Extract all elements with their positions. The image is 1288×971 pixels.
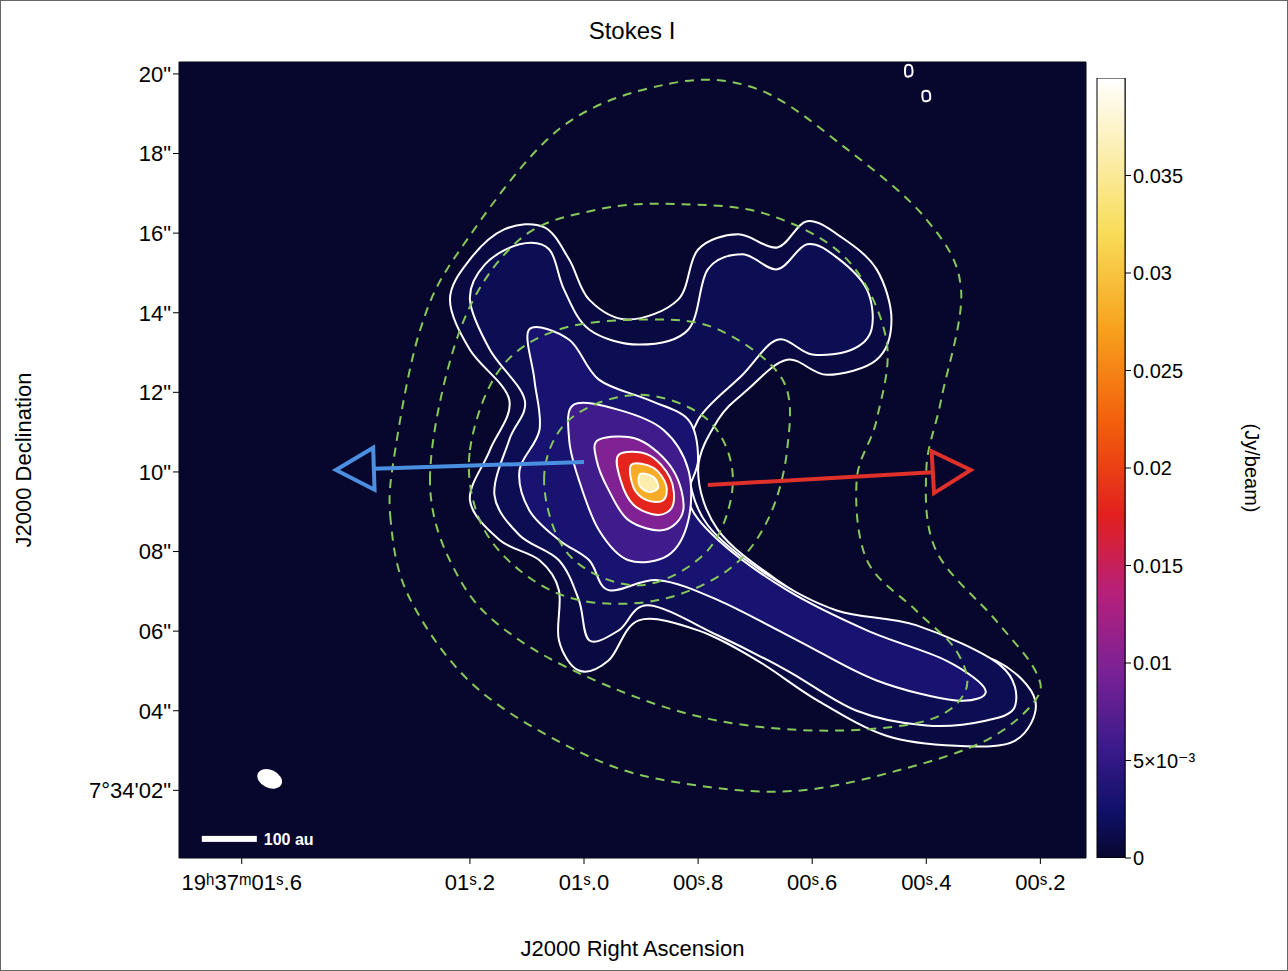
svg-text:00ˢ.4: 00ˢ.4 <box>901 870 951 895</box>
svg-text:04": 04" <box>139 699 171 724</box>
svg-text:18": 18" <box>139 141 171 166</box>
svg-text:16": 16" <box>139 221 171 246</box>
svg-text:12": 12" <box>139 380 171 405</box>
svg-text:0.015: 0.015 <box>1133 555 1183 577</box>
svg-text:0.035: 0.035 <box>1133 165 1183 187</box>
svg-text:01ˢ.0: 01ˢ.0 <box>559 870 609 895</box>
svg-text:0.02: 0.02 <box>1133 457 1172 479</box>
svg-text:00ˢ.8: 00ˢ.8 <box>673 870 723 895</box>
svg-text:08": 08" <box>139 539 171 564</box>
svg-text:100 au: 100 au <box>264 831 314 848</box>
svg-text:7°34'02": 7°34'02" <box>89 778 171 803</box>
svg-text:06": 06" <box>139 619 171 644</box>
svg-text:J2000 Declination: J2000 Declination <box>11 373 36 548</box>
svg-text:0.025: 0.025 <box>1133 360 1183 382</box>
svg-text:00ˢ.6: 00ˢ.6 <box>787 870 837 895</box>
svg-text:20": 20" <box>139 62 171 87</box>
svg-text:00ˢ.2: 00ˢ.2 <box>1015 870 1065 895</box>
svg-text:5×10⁻³: 5×10⁻³ <box>1133 750 1196 772</box>
svg-text:J2000 Right Ascension: J2000 Right Ascension <box>521 936 745 961</box>
svg-text:19ʰ37ᵐ01ˢ.6: 19ʰ37ᵐ01ˢ.6 <box>182 870 302 895</box>
svg-text:(Jy/beam): (Jy/beam) <box>1241 424 1263 513</box>
svg-text:14": 14" <box>139 301 171 326</box>
svg-text:10": 10" <box>139 460 171 485</box>
svg-text:0: 0 <box>1133 847 1144 869</box>
svg-text:0.03: 0.03 <box>1133 262 1172 284</box>
svg-text:01ˢ.2: 01ˢ.2 <box>445 870 495 895</box>
html-text:Stokes I: Stokes I <box>588 17 676 44</box>
svg-text:0.01: 0.01 <box>1133 652 1172 674</box>
